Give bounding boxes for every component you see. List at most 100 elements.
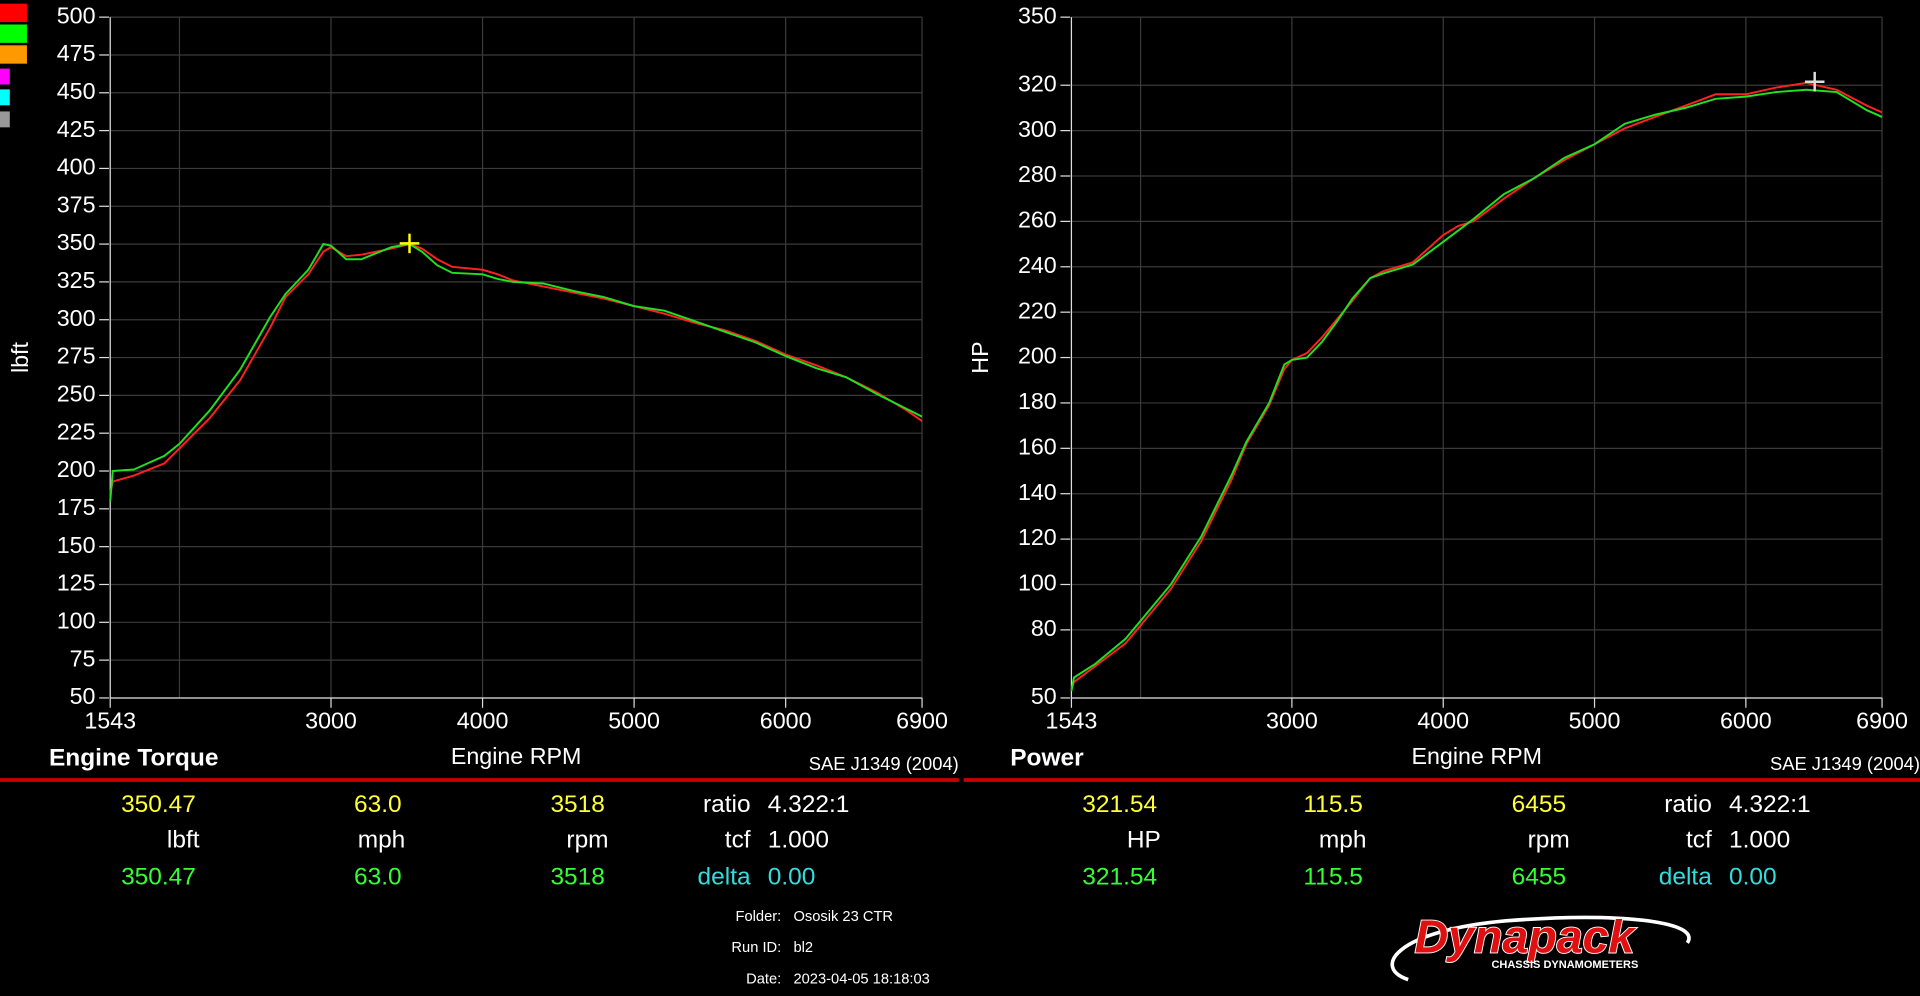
x-tick-label: 3000 (1266, 708, 1318, 734)
readout-run2: 3518 (550, 863, 604, 890)
readout-run1: 115.5 (1303, 791, 1362, 818)
readout-units: rpm (1528, 827, 1570, 854)
cursor (399, 233, 420, 254)
x-tick-label: 5000 (608, 708, 660, 734)
y-axis-label: lbft (7, 342, 33, 374)
y-tick-label: 75 (70, 645, 96, 671)
run-info-value: Ososik 23 CTR (793, 909, 893, 925)
readout-run1: 63.0 (354, 791, 402, 818)
x-tick-label: 6900 (896, 708, 948, 734)
y-tick-label: 120 (1018, 524, 1057, 550)
readout-label: delta (1659, 863, 1712, 890)
readout-value: 0.00 (768, 863, 816, 890)
readout-units: mph (358, 827, 406, 854)
y-tick-label: 325 (57, 267, 96, 293)
y-tick-label: 260 (1018, 207, 1057, 233)
color-swatch (0, 3, 27, 23)
readout-run1: 350.47 (121, 791, 196, 818)
readout-label: delta (698, 863, 751, 890)
y-tick-label: 220 (1018, 297, 1057, 323)
readout-run2: 321.54 (1082, 863, 1157, 890)
readout-run2: 115.5 (1303, 863, 1362, 890)
run-info-label: Folder: (736, 909, 782, 925)
y-tick-label: 450 (57, 78, 96, 104)
y-tick-label: 400 (57, 154, 96, 180)
color-swatch (0, 45, 27, 64)
readout-units: lbft (167, 827, 200, 854)
readout-value: 0.00 (1729, 863, 1777, 890)
color-swatch (0, 24, 27, 43)
x-tick-label: 1543 (84, 708, 136, 734)
y-tick-label: 240 (1018, 252, 1057, 278)
y-tick-label: 500 (57, 2, 96, 28)
readout-run2: 350.47 (121, 863, 196, 890)
readout-label: tcf (725, 827, 751, 854)
standard-label: SAE J1349 (2004) (1770, 753, 1920, 774)
y-tick-label: 160 (1018, 433, 1057, 459)
logo-tagline: CHASSIS DYNAMOMETERS (1491, 959, 1638, 971)
x-axis-label: Engine RPM (1411, 743, 1542, 769)
data-line (109, 242, 923, 502)
y-tick-label: 150 (57, 532, 96, 558)
y-tick-label: 50 (70, 683, 96, 709)
readout-units: HP (1127, 827, 1161, 854)
readout-value: 1.000 (1729, 827, 1790, 854)
y-axis-label: HP (967, 341, 993, 373)
chart-title: Power (1010, 745, 1084, 772)
color-swatch (0, 89, 10, 106)
run-info-label: Run ID: (731, 940, 781, 956)
y-tick-label: 100 (57, 607, 96, 633)
readout-value: 1.000 (768, 827, 829, 854)
readout-value: 4.322:1 (768, 791, 850, 818)
readout-run1: 321.54 (1082, 791, 1157, 818)
color-swatch (0, 111, 10, 128)
x-tick-label: 4000 (1417, 708, 1469, 734)
y-tick-label: 200 (1018, 343, 1057, 369)
logo-name: Dynapack (1415, 911, 1637, 963)
readout-run1: 6455 (1512, 791, 1566, 818)
y-tick-label: 320 (1018, 70, 1057, 96)
y-tick-label: 100 (1018, 570, 1057, 596)
data-line (1070, 88, 1883, 692)
y-tick-label: 200 (57, 456, 96, 482)
x-tick-label: 5000 (1569, 708, 1621, 734)
data-line (109, 243, 923, 494)
y-tick-label: 300 (1018, 116, 1057, 142)
y-tick-label: 140 (1018, 479, 1057, 505)
y-tick-label: 275 (57, 343, 96, 369)
x-tick-label: 6000 (760, 708, 812, 734)
y-tick-label: 50 (1031, 683, 1057, 709)
run-info-label: Date: (746, 971, 781, 987)
logo-swoosh (1390, 915, 1691, 982)
y-tick-label: 475 (57, 40, 96, 66)
color-swatch (0, 68, 10, 85)
y-tick-label: 225 (57, 418, 96, 444)
run-info-value: bl2 (793, 940, 813, 956)
x-axis-label: Engine RPM (451, 743, 582, 769)
x-tick-label: 3000 (305, 708, 357, 734)
y-tick-label: 250 (57, 381, 96, 407)
readout-value: 4.322:1 (1729, 791, 1811, 818)
y-tick-label: 180 (1018, 388, 1057, 414)
readout-label: ratio (703, 791, 751, 818)
y-tick-label: 80 (1031, 615, 1057, 641)
y-tick-label: 350 (1018, 2, 1057, 28)
y-tick-label: 175 (57, 494, 96, 520)
y-tick-label: 125 (57, 570, 96, 596)
y-tick-label: 300 (57, 305, 96, 331)
run-info-value: 2023-04-05 18:18:03 (793, 971, 929, 987)
data-line (1070, 81, 1883, 690)
readout-run2: 6455 (1512, 863, 1566, 890)
readout-units: mph (1319, 827, 1367, 854)
y-tick-label: 425 (57, 116, 96, 142)
chart-title: Engine Torque (49, 745, 218, 772)
standard-label: SAE J1349 (2004) (809, 753, 959, 774)
x-tick-label: 6000 (1720, 708, 1772, 734)
cursor (1804, 71, 1825, 92)
readout-label: ratio (1664, 791, 1712, 818)
readout-run2: 63.0 (354, 863, 402, 890)
readout-units: rpm (566, 827, 608, 854)
x-tick-label: 1543 (1046, 708, 1098, 734)
